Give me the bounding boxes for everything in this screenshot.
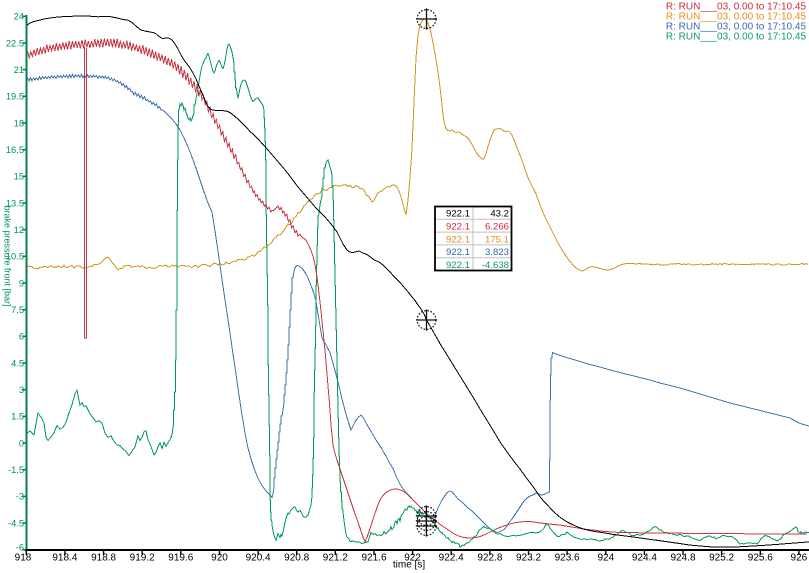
svg-text:920: 920	[211, 553, 228, 564]
svg-text:10.5: 10.5	[6, 252, 24, 262]
svg-text:15: 15	[14, 172, 24, 182]
svg-text:9: 9	[19, 278, 24, 288]
svg-text:43.2: 43.2	[490, 209, 509, 220]
svg-text:924: 924	[597, 553, 614, 564]
svg-text:6.266: 6.266	[485, 222, 509, 233]
svg-text:922.4: 922.4	[439, 553, 464, 564]
svg-text:13.5: 13.5	[6, 198, 24, 208]
svg-text:920.8: 920.8	[284, 553, 309, 564]
svg-text:921.2: 921.2	[323, 553, 348, 564]
svg-text:18: 18	[14, 118, 24, 128]
svg-text:922.1: 922.1	[446, 247, 470, 258]
svg-text:-3: -3	[16, 492, 24, 502]
svg-text:19.5: 19.5	[6, 92, 24, 102]
svg-text:924.8: 924.8	[670, 553, 695, 564]
svg-text:time [s]: time [s]	[393, 560, 425, 571]
svg-text:R: RUN___03, 0.00 to 17:10.45: R: RUN___03, 0.00 to 17:10.45	[666, 2, 807, 13]
svg-text:924.4: 924.4	[632, 553, 657, 564]
svg-text:923.2: 923.2	[516, 553, 541, 564]
svg-text:-4.5: -4.5	[8, 518, 24, 528]
svg-text:-1.5: -1.5	[8, 465, 24, 475]
svg-text:12: 12	[14, 225, 24, 235]
svg-text:brake pressure front [bar]: brake pressure front [bar]	[3, 205, 13, 306]
svg-text:R: RUN___03, 0.00 to 17:10.45: R: RUN___03, 0.00 to 17:10.45	[666, 32, 807, 43]
svg-text:4.5: 4.5	[11, 358, 24, 368]
svg-text:24: 24	[14, 12, 24, 22]
svg-text:7.5: 7.5	[11, 305, 24, 315]
svg-text:922.1: 922.1	[446, 260, 470, 271]
svg-text:-6: -6	[16, 543, 24, 553]
svg-text:175.1: 175.1	[485, 234, 509, 245]
svg-text:918.4: 918.4	[52, 553, 77, 564]
svg-text:22.5: 22.5	[6, 38, 24, 48]
svg-text:R: RUN___03, 0.00 to 17:10.45: R: RUN___03, 0.00 to 17:10.45	[666, 12, 807, 23]
svg-text:922.1: 922.1	[446, 209, 470, 220]
svg-text:921.6: 921.6	[361, 553, 386, 564]
svg-text:922.1: 922.1	[446, 234, 470, 245]
svg-text:1.5: 1.5	[11, 412, 24, 422]
svg-text:923.6: 923.6	[555, 553, 580, 564]
svg-text:925.6: 925.6	[748, 553, 773, 564]
svg-text:918: 918	[15, 553, 32, 564]
svg-text:16.5: 16.5	[6, 145, 24, 155]
svg-text:925.2: 925.2	[709, 553, 734, 564]
svg-text:919.2: 919.2	[130, 553, 155, 564]
svg-text:919.6: 919.6	[168, 553, 193, 564]
svg-text:926: 926	[791, 553, 808, 564]
svg-text:918.8: 918.8	[91, 553, 116, 564]
svg-text:3: 3	[19, 385, 24, 395]
svg-text:922.1: 922.1	[446, 222, 470, 233]
svg-text:3.823: 3.823	[485, 247, 509, 258]
svg-text:21: 21	[14, 65, 24, 75]
svg-text:922.8: 922.8	[477, 553, 502, 564]
svg-text:6: 6	[19, 332, 24, 342]
svg-text:922: 922	[404, 553, 421, 564]
svg-text:0: 0	[19, 438, 24, 448]
svg-text:920.4: 920.4	[246, 553, 271, 564]
svg-text:-4.638: -4.638	[482, 260, 509, 271]
svg-text:R: RUN___03, 0.00 to 17:10.45: R: RUN___03, 0.00 to 17:10.45	[666, 22, 807, 33]
